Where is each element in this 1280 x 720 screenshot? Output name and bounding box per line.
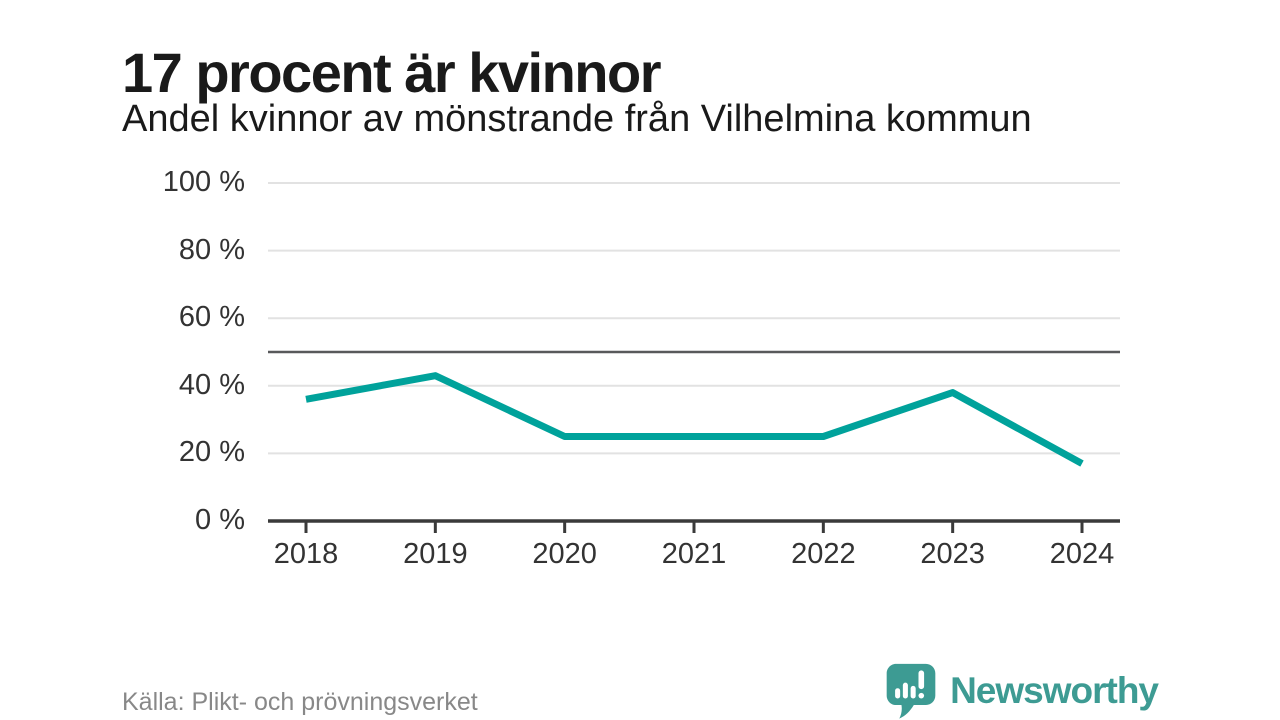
data-line-andel-kvinnor-av-mönstrande bbox=[305, 372, 1084, 467]
x-axis-label-2020: 2020 bbox=[532, 538, 597, 570]
y-axis-label-80: 80 % bbox=[178, 233, 245, 266]
newsworthy-logo-icon bbox=[886, 663, 936, 719]
x-axis-label-2021: 2021 bbox=[661, 538, 727, 570]
source-note: Källa: Plikt- och prövningsverket bbox=[122, 688, 478, 716]
x-axis-label-2022: 2022 bbox=[791, 538, 856, 570]
y-axis-label-60: 60 % bbox=[178, 301, 245, 334]
x-axis-label-2024: 2024 bbox=[1049, 538, 1115, 570]
page-title: 17 procent är kvinnor bbox=[122, 40, 662, 104]
chart-subtitle: Andel kvinnor av mönstrande från Vilhelm… bbox=[122, 98, 1032, 140]
y-axis-label-40: 40 % bbox=[178, 368, 245, 401]
newsworthy-logo: Newsworthy bbox=[884, 663, 1159, 719]
newsworthy-logo-text: Newsworthy bbox=[950, 670, 1159, 711]
x-axis-label-2019: 2019 bbox=[403, 538, 468, 570]
y-axis-label-0: 0 % bbox=[195, 504, 245, 536]
y-axis-label-100: 100 % bbox=[162, 166, 245, 198]
x-axis-label-2018: 2018 bbox=[273, 538, 339, 570]
y-axis-label-20: 20 % bbox=[178, 436, 245, 469]
x-axis-label-2023: 2023 bbox=[920, 538, 985, 570]
